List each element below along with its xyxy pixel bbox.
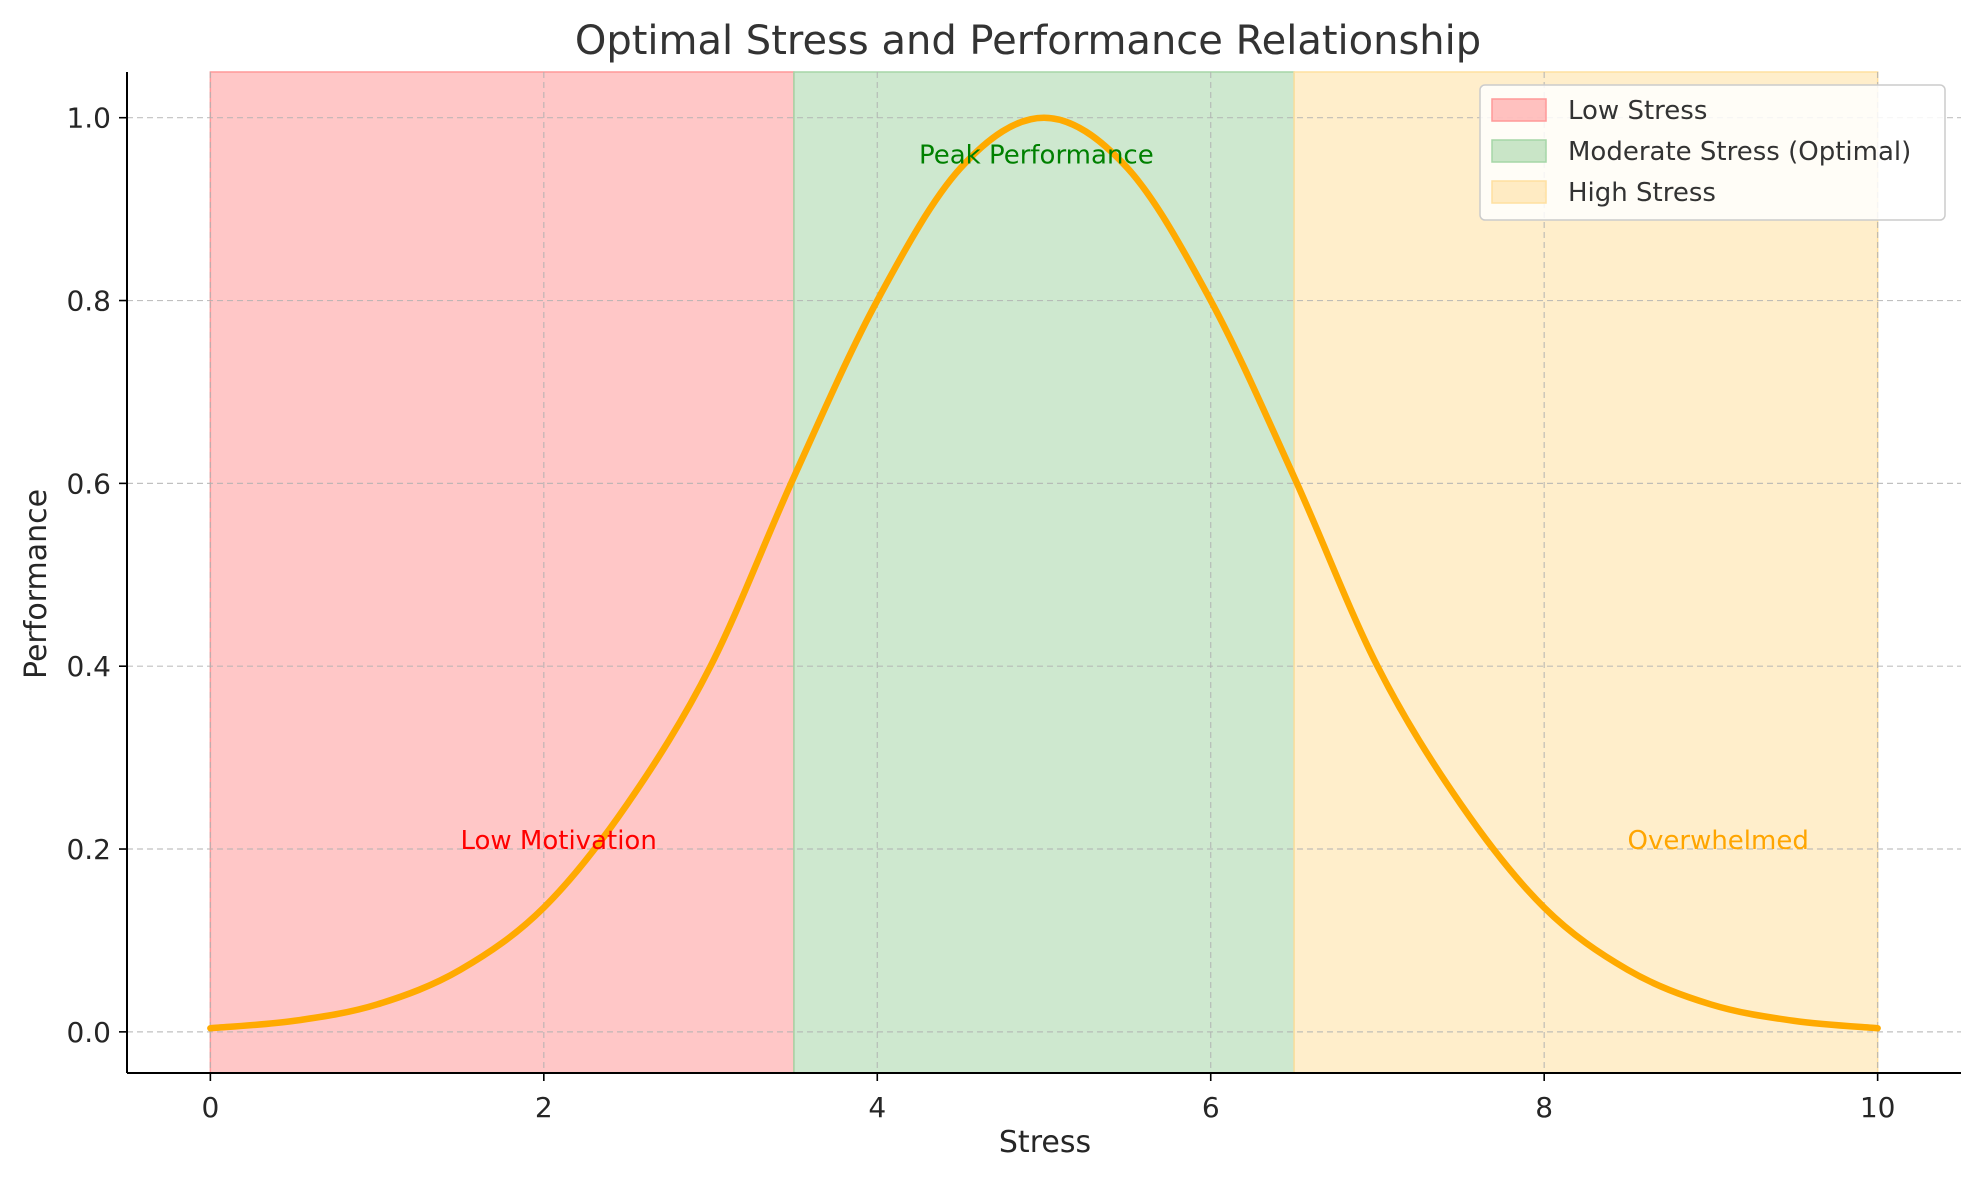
legend-box xyxy=(1479,84,1946,221)
annotation-peak-performance: Peak Performance xyxy=(919,140,1154,170)
x-tick-label: 6 xyxy=(1202,1091,1220,1124)
stress-regions xyxy=(209,71,1879,1074)
axes xyxy=(126,72,1961,1074)
region-low-stress xyxy=(209,71,795,1074)
region-moderate-stress-optimal xyxy=(793,71,1295,1074)
y-tick-label: 0.0 xyxy=(66,1016,111,1049)
annotation-overwhelmed: Overwhelmed xyxy=(1628,826,1809,856)
region-high-stress xyxy=(1293,71,1879,1074)
legend-swatch xyxy=(1491,139,1547,163)
chart-title: Optimal Stress and Performance Relations… xyxy=(575,18,1481,64)
y-tick-label: 0.6 xyxy=(66,467,111,500)
series-layer xyxy=(207,114,1881,1032)
legend-label: High Stress xyxy=(1568,178,1716,208)
annotation-low-motivation: Low Motivation xyxy=(460,826,656,856)
y-axis-label: Performance xyxy=(19,489,54,679)
y-tick-label: 0.8 xyxy=(66,285,111,318)
performance-curve xyxy=(207,114,1881,1032)
x-tick-label: 8 xyxy=(1535,1091,1553,1124)
y-tick-label: 1.0 xyxy=(66,102,111,135)
legend-swatch xyxy=(1491,180,1547,204)
y-tick-label: 0.4 xyxy=(66,650,111,683)
x-tick-label: 0 xyxy=(201,1091,219,1124)
legend-label: Moderate Stress (Optimal) xyxy=(1568,137,1911,167)
annotations: Low Motivation Peak Performance Overwhelme… xyxy=(460,140,1808,856)
x-tick-label: 10 xyxy=(1860,1091,1896,1124)
legend-swatch xyxy=(1491,98,1547,122)
y-tick-label: 0.2 xyxy=(66,833,111,866)
x-tick-label: 2 xyxy=(535,1091,553,1124)
x-axis-label: Stress xyxy=(999,1125,1091,1160)
legend: Low Stress Moderate Stress (Optimal) High … xyxy=(1479,84,1946,221)
legend-label: Low Stress xyxy=(1568,96,1707,126)
tick-labels: 0 2 4 6 8 10 0.0 0.2 0.4 0.6 0.8 1.0 xyxy=(66,102,1895,1124)
x-tick-label: 4 xyxy=(868,1091,886,1124)
